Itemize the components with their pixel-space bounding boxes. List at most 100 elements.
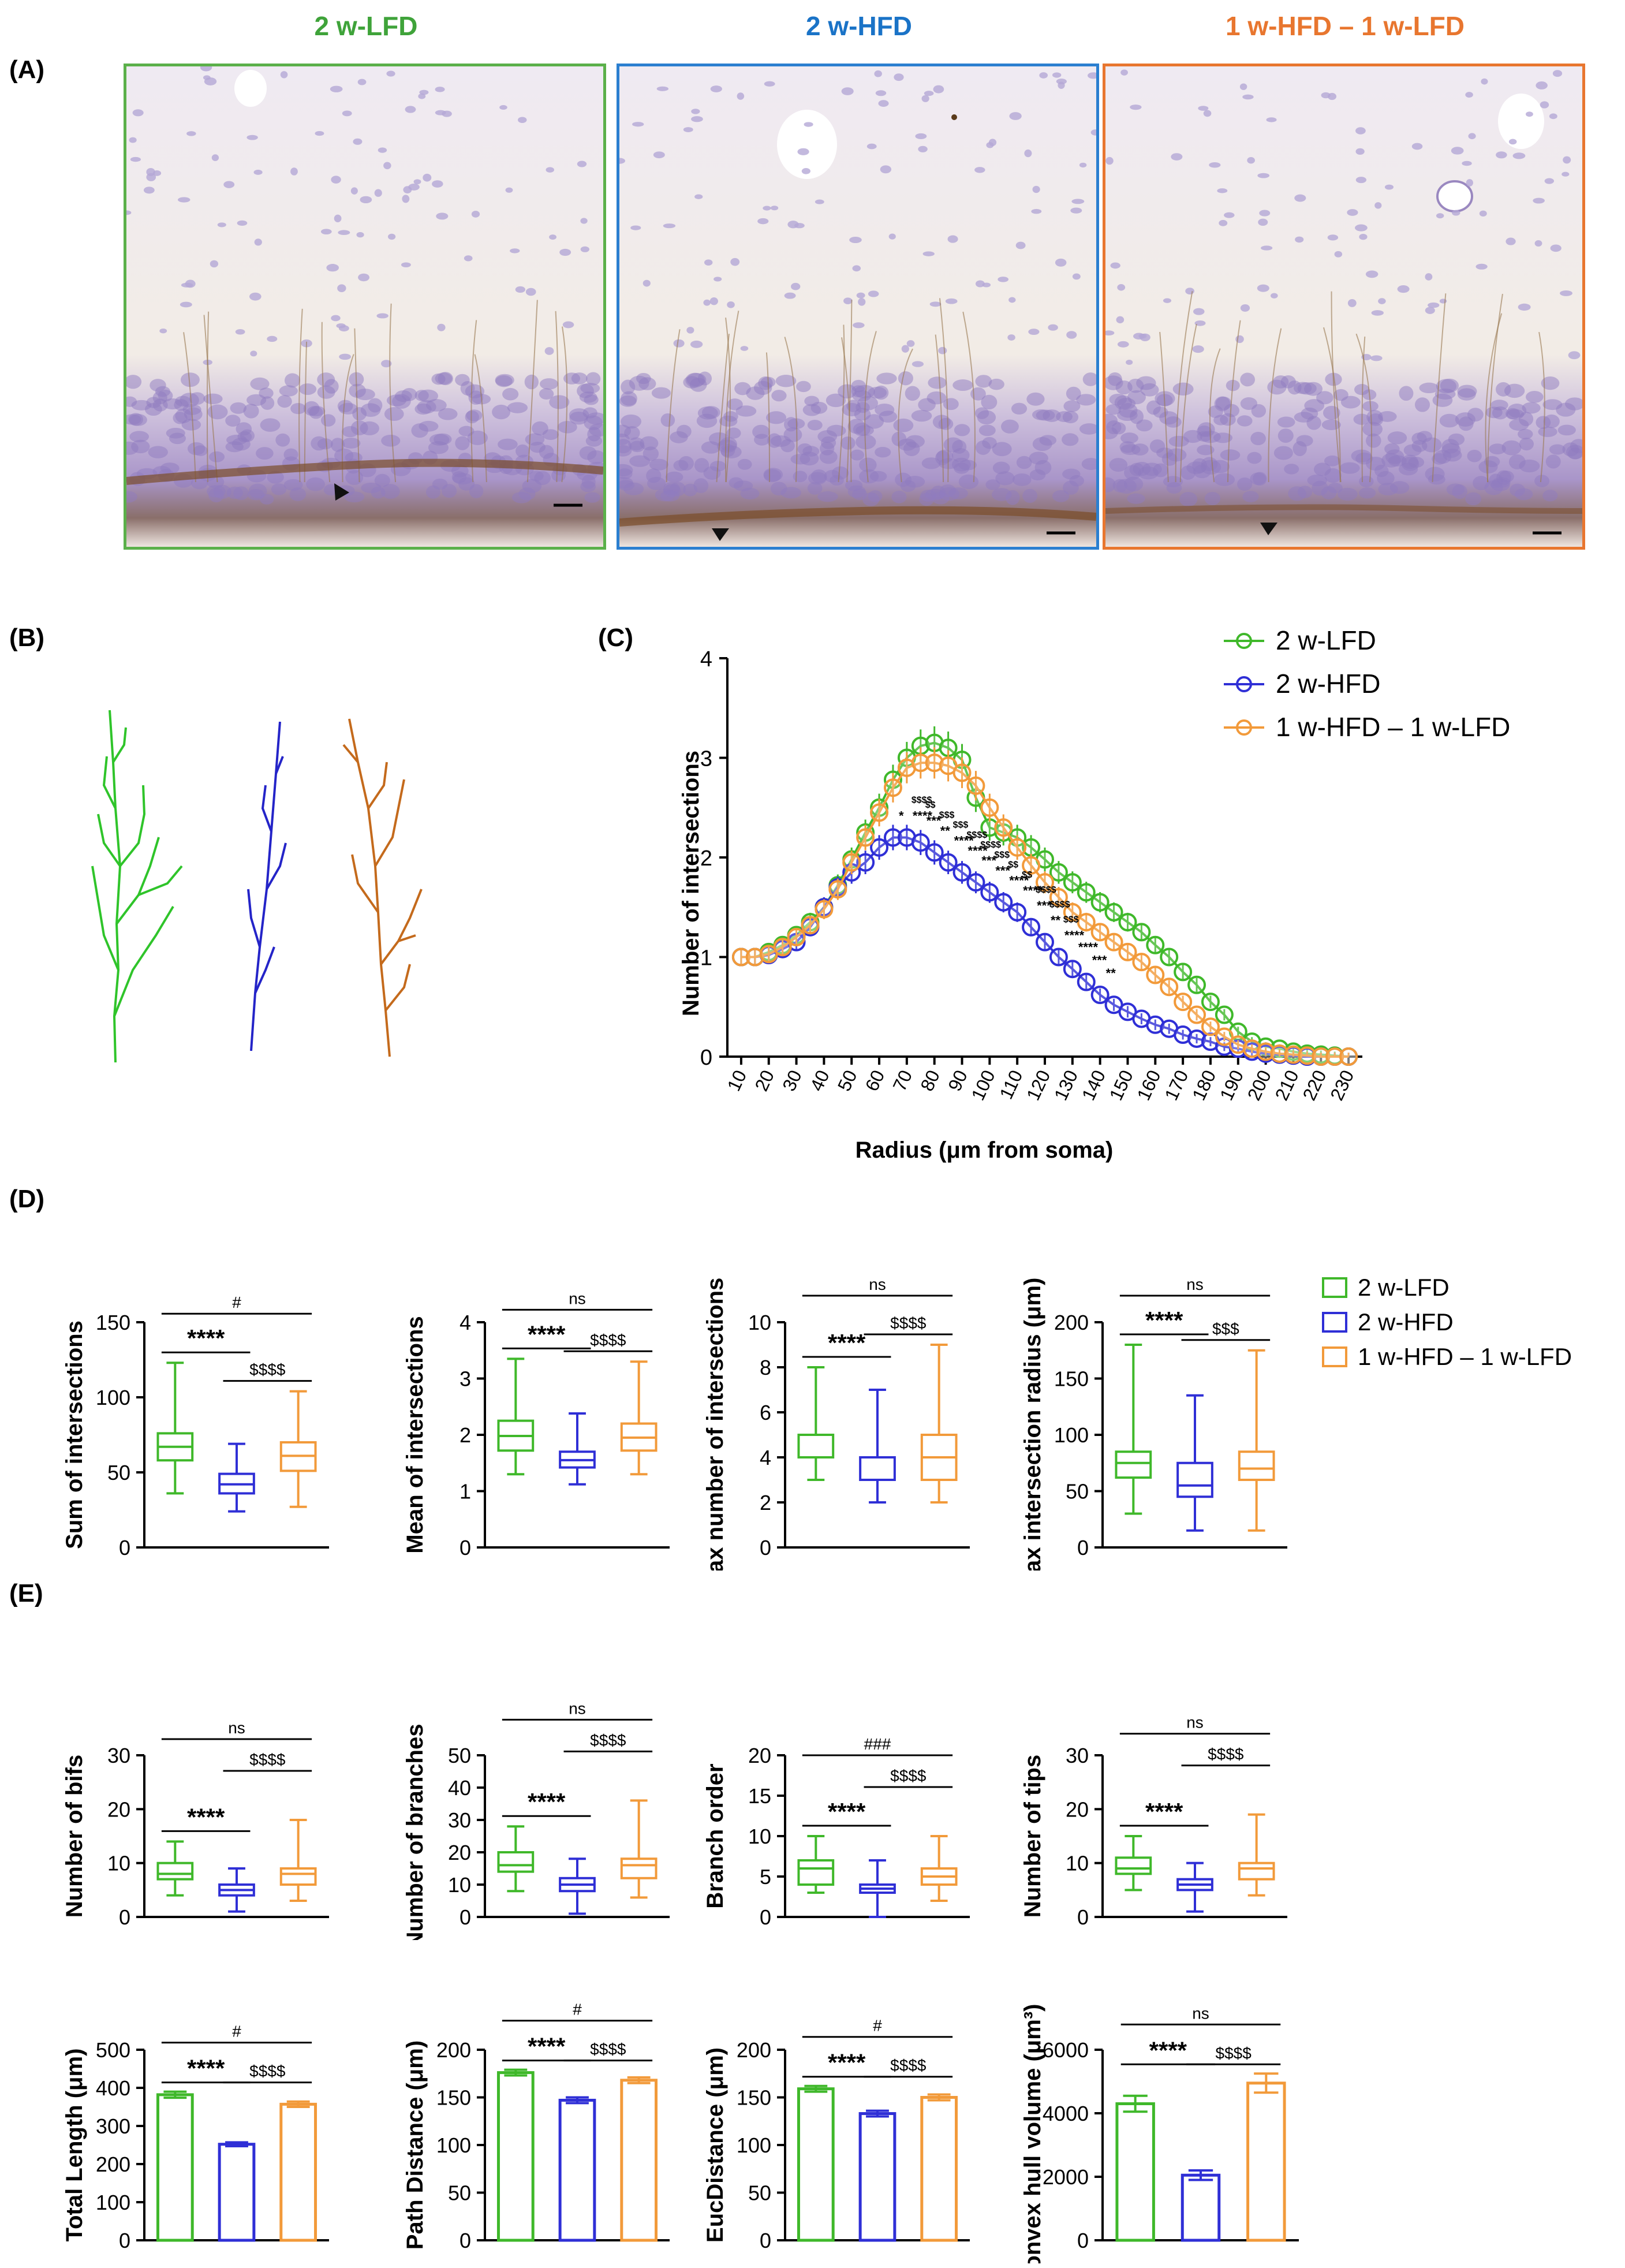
sholl-x-tick-label: 150 <box>1105 1067 1137 1104</box>
nucleus <box>737 458 752 470</box>
nucleus <box>338 230 350 236</box>
nucleus <box>787 221 799 229</box>
sholl-y-tick-label: 4 <box>700 647 712 672</box>
sholl-point <box>994 818 1013 837</box>
legend-label-switch: 1 w-HFD – 1 w-LFD <box>1276 712 1510 742</box>
nucleus <box>1536 81 1548 89</box>
sholl-point <box>1022 917 1041 937</box>
bar <box>279 2102 317 2242</box>
nucleus <box>1451 147 1464 155</box>
nucleus <box>148 446 168 458</box>
nucleus <box>874 70 882 77</box>
nucleus <box>1362 421 1383 437</box>
nucleus <box>381 360 392 368</box>
y-tick-label: 0 <box>119 2229 130 2252</box>
dendrite-stain <box>298 308 303 483</box>
box-legend-label-lfd: 2 w-LFD <box>1358 1274 1450 1301</box>
dendrite-stain <box>724 311 739 483</box>
nucleus <box>384 407 404 421</box>
nucleus <box>1203 110 1212 117</box>
arrowhead-marker <box>712 528 729 541</box>
nucleus <box>694 194 703 199</box>
sholl-point <box>1160 948 1179 967</box>
sholl-x-tick-label: 180 <box>1188 1067 1220 1104</box>
nucleus <box>438 408 458 420</box>
nucleus <box>580 218 588 224</box>
dendrite-stain <box>1538 331 1545 483</box>
nucleus <box>1240 304 1250 312</box>
nucleus <box>1240 372 1256 387</box>
nucleus <box>580 246 589 252</box>
sholl-point <box>787 928 806 946</box>
nucleus <box>383 162 391 170</box>
sholl-point <box>828 880 847 899</box>
legend-item-hfd: 2 w-HFD <box>1224 669 1380 699</box>
nucleus <box>1242 94 1254 100</box>
sholl-point <box>1215 1027 1234 1046</box>
nucleus <box>126 441 139 455</box>
box <box>797 1859 835 1886</box>
y-tick-label: 150 <box>436 2086 471 2110</box>
sholl-point <box>1090 923 1110 942</box>
nucleus <box>737 92 745 100</box>
nucleus <box>544 347 554 355</box>
nucleus <box>905 386 920 401</box>
nucleus <box>1219 219 1228 226</box>
sholl-point <box>1146 965 1165 984</box>
nucleus <box>757 218 769 225</box>
nucleus <box>1076 394 1096 406</box>
nucleus <box>1321 92 1331 99</box>
significance-label: $$$$ <box>1216 2044 1252 2062</box>
sholl-x-tick-label: 90 <box>944 1067 972 1094</box>
significance-label: ns <box>1192 2004 1209 2022</box>
sholl-y-tick-label: 0 <box>700 1046 712 1070</box>
y-tick-label: 2 <box>760 1491 771 1515</box>
significance-label: $$$$ <box>249 2062 286 2080</box>
nucleus <box>217 222 226 227</box>
chart-d3-max-intersections: 0 2 4 6 8 10 Max number of intersections **** $$… <box>703 1275 970 1571</box>
nucleus <box>306 477 325 491</box>
sholl-sig-star: *** <box>981 853 996 868</box>
nucleus <box>1419 382 1439 394</box>
nucleus <box>460 381 475 396</box>
nucleus <box>207 404 228 420</box>
nucleus <box>130 156 141 162</box>
nucleus <box>342 110 352 117</box>
sholl-point <box>1146 935 1165 954</box>
nucleus <box>824 469 841 483</box>
y-tick-label: 0 <box>1077 2229 1089 2252</box>
nucleus <box>924 91 934 96</box>
nucleus <box>1079 423 1096 435</box>
sholl-point <box>911 833 930 852</box>
nucleus <box>1519 459 1540 473</box>
nucleus <box>271 483 287 495</box>
nucleus <box>656 86 669 91</box>
nucleus <box>619 477 633 488</box>
y-tick-label: 0 <box>1077 1905 1089 1929</box>
nucleus <box>974 167 985 173</box>
significance-label: $$$$ <box>890 2057 927 2075</box>
sholl-point <box>1215 1005 1234 1024</box>
significance-label: $$$$ <box>1208 1745 1244 1763</box>
y-tick-label: 10 <box>748 1825 771 1848</box>
legend-item-lfd: 2 w-LFD <box>1224 625 1376 655</box>
nucleus <box>250 377 270 390</box>
nucleus <box>815 199 824 204</box>
significance-label: # <box>573 2001 582 2019</box>
nucleus <box>1425 273 1433 281</box>
nucleus <box>129 431 150 442</box>
nucleus <box>780 487 802 499</box>
sholl-point <box>883 778 902 797</box>
nucleus <box>387 233 396 240</box>
nucleus <box>646 468 662 483</box>
nucleus <box>765 411 786 424</box>
nucleus <box>289 487 307 501</box>
sholl-x-tick-label: 160 <box>1133 1067 1164 1104</box>
nucleus <box>1133 461 1151 476</box>
nucleus <box>1072 273 1081 280</box>
sholl-point <box>1063 902 1082 922</box>
nucleus <box>290 167 298 176</box>
sholl-x-tick-label: 60 <box>861 1067 889 1094</box>
y-tick-label: 200 <box>96 2153 130 2176</box>
y-tick-label: 15 <box>748 1784 771 1808</box>
